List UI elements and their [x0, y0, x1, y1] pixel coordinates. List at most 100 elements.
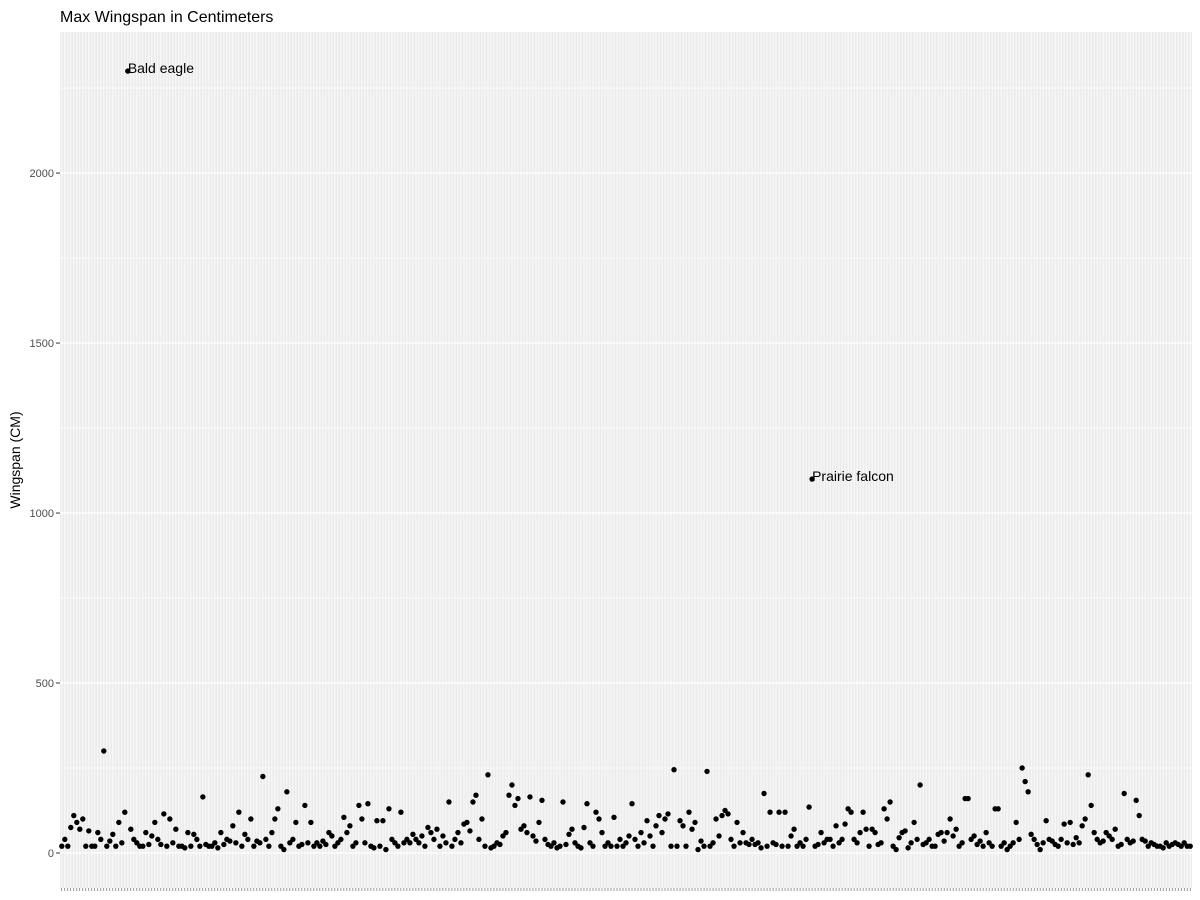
data-point [299, 841, 305, 848]
data-point [593, 809, 599, 815]
data-point [860, 809, 866, 815]
data-point [695, 846, 701, 853]
data-point [1088, 802, 1094, 809]
data-point [896, 834, 902, 841]
data-point [611, 814, 617, 820]
data-point [146, 841, 152, 848]
data-point [755, 840, 761, 846]
point-labels: Bald eagle Prairie falcon [128, 60, 894, 484]
data-point [128, 826, 134, 832]
data-point [239, 843, 245, 849]
data-point [140, 843, 146, 849]
data-point [410, 831, 416, 837]
data-point [614, 843, 620, 849]
data-point [110, 831, 116, 837]
data-point [1082, 816, 1088, 822]
data-point [734, 819, 740, 826]
data-point [422, 843, 428, 849]
data-point [347, 823, 353, 829]
data-point [470, 799, 476, 805]
data-point [788, 833, 794, 839]
data-point [116, 819, 122, 826]
data-point [407, 840, 413, 846]
data-point [884, 816, 890, 822]
data-point [803, 836, 809, 843]
data-point [1001, 840, 1007, 846]
data-point [83, 843, 89, 849]
data-point [650, 843, 656, 849]
data-point [305, 840, 311, 846]
data-point [905, 845, 911, 851]
data-point [1073, 834, 1079, 841]
data-point [1064, 840, 1070, 846]
data-point [632, 836, 638, 843]
data-point [911, 819, 917, 826]
data-point [398, 809, 404, 815]
data-point [1019, 765, 1025, 771]
data-point [161, 811, 167, 817]
data-point [371, 845, 377, 851]
data-point [416, 840, 422, 846]
data-point [839, 836, 845, 843]
data-point [539, 797, 545, 803]
data-point [452, 836, 458, 843]
data-point [242, 831, 248, 837]
data-point [77, 826, 83, 832]
data-point [1079, 823, 1085, 829]
data-point [182, 845, 188, 851]
data-point [965, 795, 971, 802]
data-point [878, 840, 884, 846]
data-point [671, 766, 677, 773]
data-point [551, 840, 557, 846]
data-point [677, 817, 683, 824]
data-point [887, 799, 893, 805]
data-point [779, 843, 785, 849]
data-point [947, 816, 953, 822]
data-point [152, 819, 158, 826]
data-point [773, 841, 779, 848]
data-point [1028, 831, 1034, 837]
data-point [284, 789, 290, 795]
data-point [872, 829, 878, 836]
data-point [953, 826, 959, 832]
data-point [932, 843, 938, 849]
data-point [815, 841, 821, 848]
data-point [497, 841, 503, 848]
data-point [641, 840, 647, 846]
data-point [356, 802, 362, 809]
data-point [380, 817, 386, 824]
data-point [104, 843, 110, 849]
data-point [251, 843, 257, 849]
data-point [275, 806, 281, 812]
data-point [578, 845, 584, 851]
data-point [959, 840, 965, 846]
data-point [221, 841, 227, 848]
data-point [683, 843, 689, 849]
data-point [113, 843, 119, 849]
data-point [893, 846, 899, 853]
data-point [1061, 821, 1067, 827]
data-point [377, 843, 383, 849]
data-point [479, 816, 485, 822]
data-point [656, 812, 662, 819]
data-point [638, 829, 644, 836]
data-point [158, 841, 164, 848]
data-point [164, 843, 170, 849]
data-point [863, 826, 869, 832]
data-point [1034, 841, 1040, 848]
data-point [914, 836, 920, 843]
data-point [608, 843, 614, 849]
data-point [506, 792, 512, 798]
data-point [704, 768, 710, 775]
data-points [59, 68, 1193, 853]
data-point [560, 799, 566, 805]
chart-title: Max Wingspan in Centimeters [60, 9, 273, 26]
point-label: Prairie falcon [812, 468, 894, 484]
data-point [290, 836, 296, 843]
data-point [536, 819, 542, 826]
data-point [908, 840, 914, 846]
data-point [857, 829, 863, 836]
data-point [503, 829, 509, 836]
data-point [317, 843, 323, 849]
y-tick-label: 0 [48, 848, 54, 860]
